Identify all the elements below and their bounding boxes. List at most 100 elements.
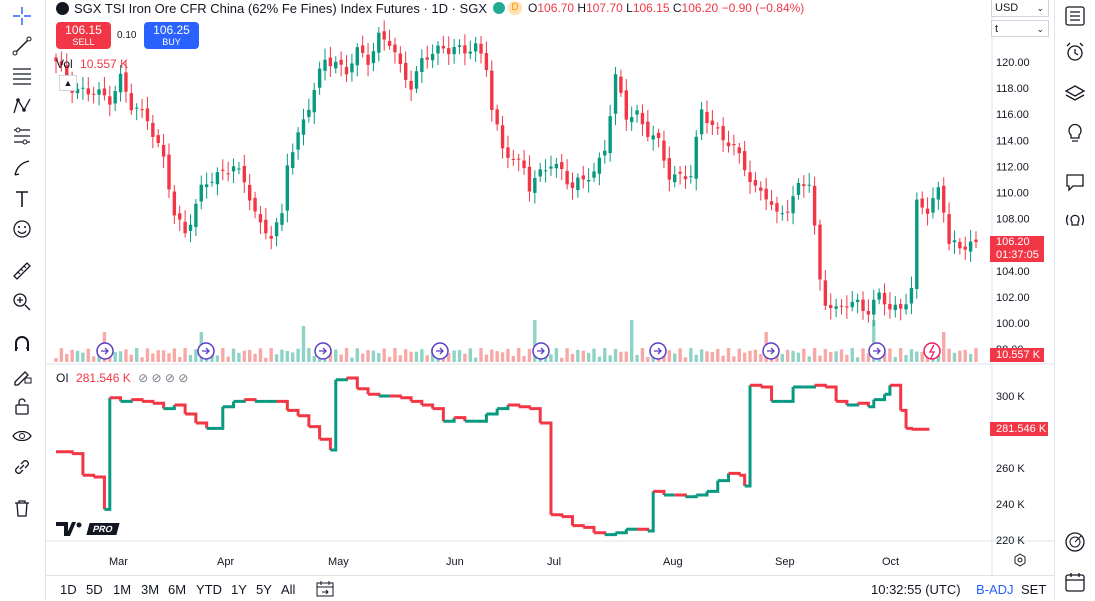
oi-tag-value: 281.546 K (996, 423, 1047, 435)
trend-line-icon[interactable] (8, 32, 36, 60)
oi-step-segment (529, 407, 542, 423)
layers-icon[interactable] (1061, 80, 1089, 108)
chat-icon[interactable] (1061, 168, 1089, 196)
volume-bar (328, 351, 333, 362)
session-toggle[interactable]: SET (1021, 582, 1047, 597)
oi-step-segment (857, 401, 870, 407)
event-marker-icon[interactable] (868, 342, 886, 360)
candle (522, 150, 526, 175)
candle (516, 153, 521, 172)
calendar-icon[interactable] (1061, 568, 1089, 596)
buy-button[interactable]: 106.25 BUY (144, 22, 199, 49)
volume-bar (823, 348, 828, 362)
event-marker-icon[interactable] (96, 342, 114, 360)
event-marker-icon[interactable] (314, 342, 332, 360)
symbol-title[interactable]: SGX TSI Iron Ore CFR China (62% Fe Fines… (74, 0, 488, 16)
goto-date-icon[interactable] (316, 580, 334, 600)
candle (140, 99, 144, 119)
lightbulb-icon[interactable] (1061, 118, 1089, 146)
text-icon[interactable] (8, 185, 36, 213)
oi-tick-label: 300 K (996, 391, 1025, 403)
fib-retracement-icon[interactable] (8, 62, 36, 90)
range-1y[interactable]: 1Y (231, 582, 247, 597)
forecast-icon[interactable] (8, 122, 36, 150)
ruler-icon[interactable] (8, 257, 36, 285)
volume-bar (726, 348, 731, 362)
volume-bar (554, 348, 559, 362)
volume-bar (371, 350, 376, 362)
range-5y[interactable]: 5Y (256, 582, 272, 597)
candle (576, 173, 580, 198)
emoji-icon[interactable] (8, 215, 36, 243)
volume-bar (861, 348, 865, 362)
candle (274, 217, 279, 247)
candle (167, 143, 171, 199)
close-label: C (672, 1, 682, 15)
range-1d[interactable]: 1D (60, 582, 77, 597)
volume-bar (968, 353, 973, 362)
currency-select[interactable]: USD ⌄ (991, 0, 1049, 17)
oi-label: OI (56, 371, 69, 385)
range-1m[interactable]: 1M (113, 582, 132, 597)
event-marker-icon[interactable] (431, 342, 449, 360)
adjustment-toggle[interactable]: B-ADJ (976, 582, 1014, 597)
trash-icon[interactable] (8, 494, 36, 522)
link-icon[interactable] (8, 453, 36, 481)
target-icon[interactable] (1061, 528, 1089, 556)
volume-bar (533, 320, 537, 362)
volume-bar (226, 356, 230, 362)
zoom-in-icon[interactable] (8, 288, 36, 316)
signal-icon[interactable] (1061, 206, 1089, 234)
volume-bar (409, 351, 413, 362)
oi-step-segment (443, 417, 456, 423)
candle (463, 34, 467, 66)
range-6m[interactable]: 6M (168, 582, 187, 597)
candle (560, 153, 564, 180)
clock-time[interactable]: 10:32:55 (UTC) (871, 582, 961, 597)
open-label: O (528, 1, 538, 15)
volume-bar (721, 355, 725, 362)
range-all[interactable]: All (281, 582, 296, 597)
unit-select[interactable]: t ⌄ (991, 20, 1049, 37)
oi-step-segment (432, 407, 445, 422)
collapse-chevron-icon[interactable]: ▲ (59, 75, 77, 91)
pattern-icon[interactable] (8, 92, 36, 120)
lightning-event-icon[interactable] (923, 342, 941, 360)
lock-drawing-icon[interactable] (8, 361, 36, 389)
event-marker-icon[interactable] (532, 342, 550, 360)
oi-step-segment (421, 403, 435, 409)
oi-step-segment (717, 473, 731, 483)
event-marker-icon[interactable] (197, 342, 215, 360)
settings-gear-icon[interactable] (1013, 553, 1027, 572)
candle (285, 153, 290, 223)
symbol-logo-icon[interactable] (56, 1, 69, 15)
volume-tag-value: 10.557 K (996, 349, 1041, 361)
price-tick-label: 116.00 (996, 109, 1029, 121)
watchlist-icon[interactable] (1061, 2, 1089, 30)
oi-step-segment (615, 529, 628, 535)
oi-step-segment (583, 525, 596, 533)
candle (845, 295, 849, 319)
oi-step-segment (803, 385, 817, 389)
range-5d[interactable]: 5D (86, 582, 103, 597)
sell-button[interactable]: 106.15 SELL (56, 22, 111, 49)
magnet-icon[interactable] (8, 330, 36, 358)
volume-bar (404, 349, 408, 362)
alarm-clock-icon[interactable] (1061, 38, 1089, 66)
crosshair-icon[interactable] (8, 2, 36, 30)
candle (468, 40, 472, 60)
volume-bar (113, 352, 117, 362)
event-marker-icon[interactable] (762, 342, 780, 360)
candle (484, 41, 489, 77)
event-marker-icon[interactable] (649, 342, 667, 360)
chart-area[interactable]: 120.00 118.00 116.00 114.00 112.00 110.00 108.… (46, 0, 1054, 575)
volume-label: Vol (56, 57, 73, 71)
unlock-icon[interactable] (8, 392, 36, 420)
candle (759, 181, 763, 201)
range-3m[interactable]: 3M (141, 582, 160, 597)
eye-icon[interactable] (8, 422, 36, 450)
range-ytd[interactable]: YTD (196, 582, 222, 597)
brush-icon[interactable] (8, 154, 36, 182)
candle (387, 29, 392, 50)
volume-bar (705, 351, 709, 362)
